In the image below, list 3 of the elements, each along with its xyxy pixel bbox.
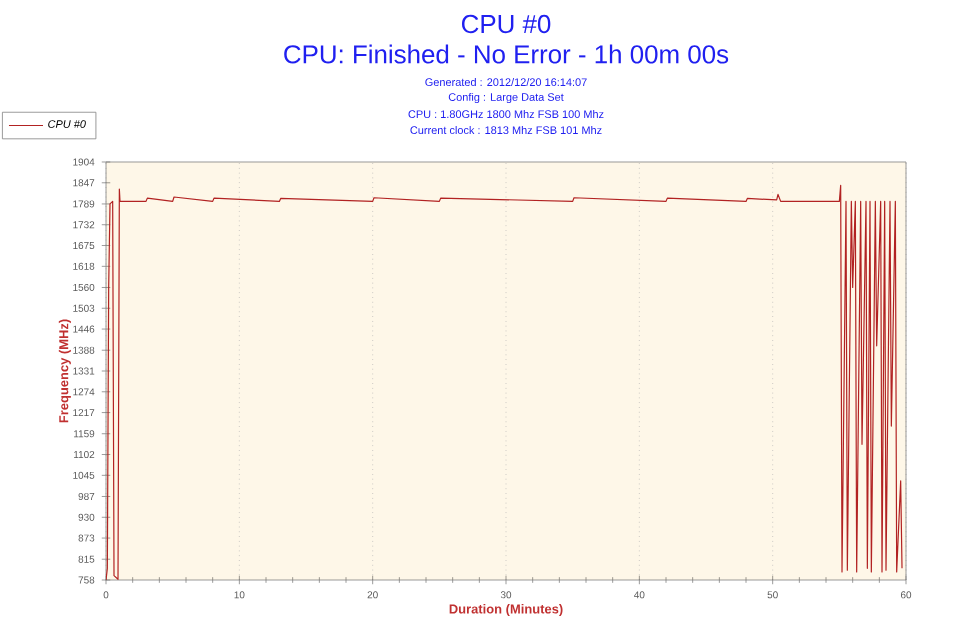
- chart-title: CPU #0: [461, 14, 551, 34]
- chart-subtitle: CPU: Finished - No Error - 1h 00m 00s: [284, 44, 729, 64]
- line-series: [106, 184, 903, 580]
